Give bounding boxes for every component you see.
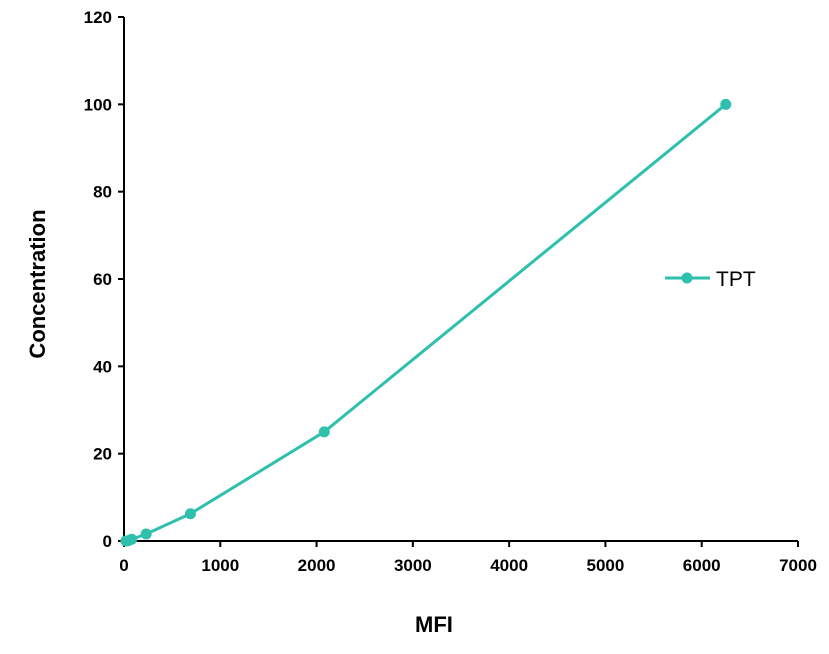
data-point-0-2	[126, 533, 138, 545]
data-point-0-3	[140, 528, 152, 540]
y-tick-label-80: 80	[93, 183, 112, 202]
x-tick-label-7000: 7000	[779, 556, 817, 575]
data-point-0-5	[318, 426, 330, 438]
data-point-0-4	[184, 508, 196, 520]
data-point-0-6	[720, 98, 732, 110]
x-tick-label-3000: 3000	[394, 556, 432, 575]
x-tick-label-1000: 1000	[201, 556, 239, 575]
x-tick-label-5000: 5000	[587, 556, 625, 575]
legend: TPT	[665, 268, 756, 291]
y-tick-label-20: 20	[93, 445, 112, 464]
series-layer	[120, 98, 732, 547]
y-axis-ticks: 0 20 40 60 80 100 120	[84, 8, 124, 551]
x-axis-ticks: 0 1000 2000 3000 4000 5000 6000 7000	[119, 541, 817, 575]
y-axis-title: Concentration	[25, 209, 50, 358]
x-tick-label-6000: 6000	[683, 556, 721, 575]
y-tick-label-60: 60	[93, 270, 112, 289]
x-tick-label-2000: 2000	[298, 556, 336, 575]
y-tick-label-0: 0	[103, 532, 112, 551]
y-tick-label-120: 120	[84, 8, 112, 27]
y-tick-label-40: 40	[93, 357, 112, 376]
legend-label-tpt: TPT	[716, 268, 756, 291]
x-tick-label-4000: 4000	[490, 556, 528, 575]
x-axis-title: MFI	[415, 612, 453, 637]
series-line-0	[125, 103, 727, 543]
legend-marker-tpt	[681, 272, 693, 284]
y-tick-label-100: 100	[84, 95, 112, 114]
x-tick-label-0: 0	[119, 556, 128, 575]
